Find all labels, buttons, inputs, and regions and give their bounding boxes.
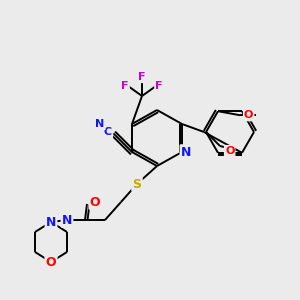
- Text: F: F: [155, 81, 163, 91]
- Text: N: N: [46, 215, 56, 229]
- Text: S: S: [133, 178, 142, 190]
- Text: O: O: [225, 146, 234, 156]
- Text: F: F: [121, 81, 129, 91]
- Text: N: N: [181, 146, 191, 158]
- Text: F: F: [138, 72, 146, 82]
- Text: O: O: [46, 256, 56, 268]
- Text: N: N: [62, 214, 72, 226]
- Text: C: C: [104, 127, 112, 137]
- Text: N: N: [95, 119, 105, 129]
- Text: O: O: [90, 196, 100, 208]
- Text: O: O: [244, 110, 254, 120]
